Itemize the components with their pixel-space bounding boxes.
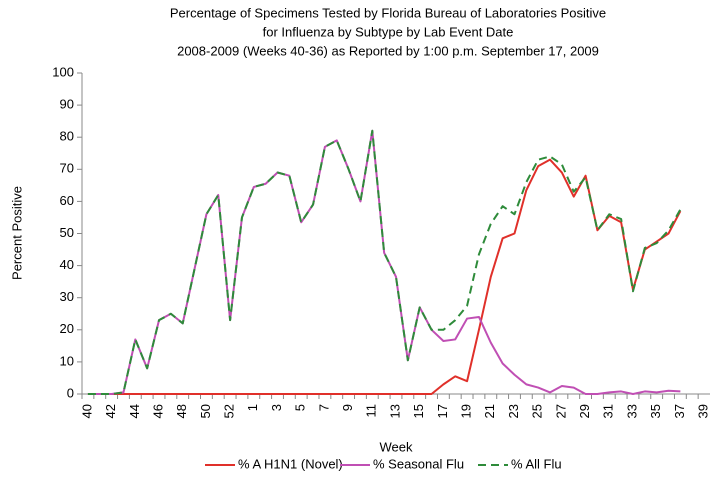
x-tick-label: 25: [530, 404, 545, 418]
x-tick-label: 15: [411, 404, 426, 418]
x-tick-label: 5: [293, 404, 308, 411]
y-tick-label: 20: [60, 321, 74, 336]
x-tick-label: 3: [269, 404, 284, 411]
x-tick-label: 33: [624, 404, 639, 418]
x-tick-label: 1: [245, 404, 260, 411]
chart-title: Percentage of Specimens Tested by Florid…: [170, 5, 606, 20]
chart-title: for Influenza by Subtype by Lab Event Da…: [263, 24, 514, 39]
y-tick-label: 50: [60, 225, 74, 240]
y-tick-label: 40: [60, 257, 74, 272]
x-tick-label: 40: [79, 404, 94, 418]
y-tick-label: 30: [60, 289, 74, 304]
x-tick-label: 7: [316, 404, 331, 411]
x-tick-label: 27: [553, 404, 568, 418]
series-line: [87, 158, 682, 395]
x-tick-label: 11: [364, 404, 379, 418]
y-tick-label: 90: [60, 97, 74, 112]
y-tick-label: 100: [52, 64, 74, 79]
y-tick-label: 80: [60, 129, 74, 144]
series-line: [87, 129, 682, 395]
legend-label: % A H1N1 (Novel): [238, 456, 343, 471]
y-tick-label: 70: [60, 161, 74, 176]
x-tick-label: 17: [435, 404, 450, 418]
y-axis-label: Percent Positive: [9, 186, 24, 280]
x-tick-label: 13: [387, 404, 402, 418]
x-tick-label: 50: [198, 404, 213, 418]
chart-title: 2008-2009 (Weeks 40-36) as Reported by 1…: [177, 43, 599, 58]
legend-label: % Seasonal Flu: [373, 456, 464, 471]
x-tick-label: 42: [103, 404, 118, 418]
x-tick-label: 9: [340, 404, 355, 411]
x-tick-label: 29: [577, 404, 592, 418]
x-tick-label: 48: [174, 404, 189, 418]
x-tick-label: 46: [150, 404, 165, 418]
x-tick-label: 52: [222, 404, 237, 418]
x-tick-label: 35: [648, 404, 663, 418]
x-axis-label: Week: [380, 439, 413, 454]
x-tick-label: 44: [127, 404, 142, 418]
x-tick-label: 31: [601, 404, 616, 418]
x-tick-label: 19: [459, 404, 474, 418]
x-tick-label: 39: [696, 404, 711, 418]
y-tick-label: 10: [60, 353, 74, 368]
x-tick-label: 23: [506, 404, 521, 418]
x-tick-label: 37: [672, 404, 687, 418]
y-tick-label: 0: [67, 385, 74, 400]
legend-label: % All Flu: [511, 456, 562, 471]
x-tick-label: 21: [482, 404, 497, 418]
series-line: [87, 129, 681, 395]
y-tick-label: 60: [60, 193, 74, 208]
